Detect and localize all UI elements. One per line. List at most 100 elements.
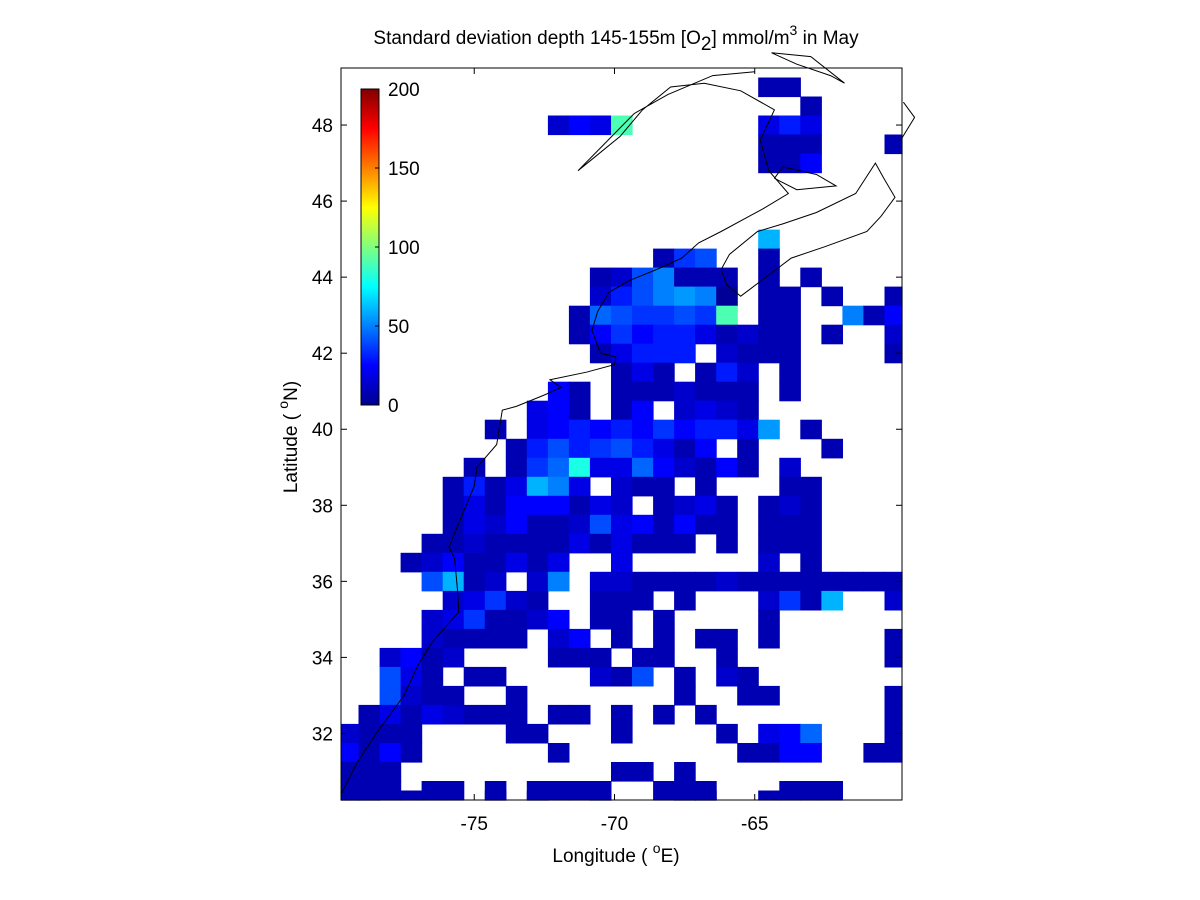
heatmap-cell [884,590,903,611]
heatmap-cell [632,571,654,592]
heatmap-cell [695,381,717,402]
heatmap-cell [674,571,696,592]
heatmap-cell [674,343,696,364]
heatmap-cell [695,286,717,307]
heatmap-cell [611,533,633,554]
heatmap-cell [674,400,696,421]
heatmap-cell [484,514,507,535]
heatmap-cell [547,552,570,573]
heatmap-cell [547,400,570,421]
heatmap-cell [632,666,654,687]
heatmap-cell [505,628,528,649]
heatmap-cell [589,438,612,459]
heatmap-cell [653,248,675,269]
heatmap-cell [674,457,696,478]
coastline-path [720,162,896,297]
heatmap-cell [421,533,444,554]
heatmap-cell [632,267,654,288]
coastline [340,52,916,795]
heatmap-cell [695,362,717,383]
colorbar-tick-label: 200 [388,80,420,101]
coastline-path [773,166,838,191]
heatmap-cell [653,419,675,440]
heatmap-cell [695,305,717,326]
heatmap-cell [653,609,675,630]
heatmap-cell [526,495,549,516]
heatmap-cell [442,552,465,573]
y-tick-label: 48 [312,116,333,137]
colorbar-tick-label: 0 [388,396,399,417]
heatmap-cell [611,609,633,630]
heatmap-cell [821,781,843,801]
axis-ticks: -75 -70 -65 32 34 36 38 40 42 44 46 48 [312,68,902,835]
heatmap-cell [379,762,402,782]
heatmap-cell [716,305,738,326]
heatmap-cell [800,571,822,592]
heatmap-cell [737,343,759,364]
heatmap-cell [758,324,780,345]
heatmap-cell [484,533,507,554]
heatmap-cell [463,590,486,611]
heatmap-cell [505,685,528,706]
heatmap-cell [737,324,759,345]
heatmap-cell [758,723,780,744]
heatmap-cell [400,552,423,573]
heatmap-cell [674,305,696,326]
heatmap-cell [484,476,507,497]
heatmap-cell [568,115,591,136]
heatmap-cell [442,476,465,497]
heatmap-cell [484,419,507,440]
heatmap-cell [800,743,822,763]
heatmap-cell [611,628,633,649]
heatmap-cell [463,666,486,687]
heatmap-cell [779,590,801,611]
heatmap-cell [611,762,633,782]
heatmap-cell [674,248,696,269]
heatmap-cell [653,533,675,554]
heatmap-cell [526,533,549,554]
heatmap-cell [484,495,507,516]
heatmap-cell [716,628,738,649]
heatmap-cell [568,457,591,478]
heatmap-cell [379,743,402,763]
heatmap-cell [632,457,654,478]
heatmap-cell [526,514,549,535]
y-tick-label: 46 [312,192,333,213]
heatmap-cell [758,286,780,307]
y-axis-label: Latitude ( oN) [275,381,302,493]
heatmap-cell [695,571,717,592]
coastline-path [340,71,790,795]
heatmap-cell [758,115,780,136]
heatmap-cell [568,305,591,326]
heatmap-cell [737,666,759,687]
heatmap-cell [547,514,570,535]
heatmap-cell [611,514,633,535]
heatmap-cell [611,457,633,478]
heatmap-cell [758,533,780,554]
heatmap-cell [716,419,738,440]
heatmap-cell [758,590,780,611]
colorbar-tick-label: 150 [388,159,420,180]
heatmap-cell [653,628,675,649]
heatmap-cell [589,495,612,516]
heatmap-cell [674,590,696,611]
heatmap-cell [421,666,444,687]
heatmap-cell [568,476,591,497]
heatmap-cell [505,704,528,725]
heatmap-cell [884,324,903,345]
heatmap-cell [884,723,903,744]
x-tick-label: -70 [601,814,628,835]
heatmap-cell [884,286,903,307]
heatmap-cell [463,457,486,478]
heatmap-cell [526,438,549,459]
heatmap-cell [442,704,465,725]
heatmap-cell [737,400,759,421]
heatmap-cell [505,609,528,630]
heatmap-cell [568,400,591,421]
heatmap-cell [568,704,591,725]
x-tick-label: -75 [461,814,488,835]
plot-area: -75 -70 -65 32 34 36 38 40 42 44 46 48 [312,52,916,835]
heatmap-cell [653,267,675,288]
heatmap-cell [758,134,780,155]
heatmap-cell [442,495,465,516]
